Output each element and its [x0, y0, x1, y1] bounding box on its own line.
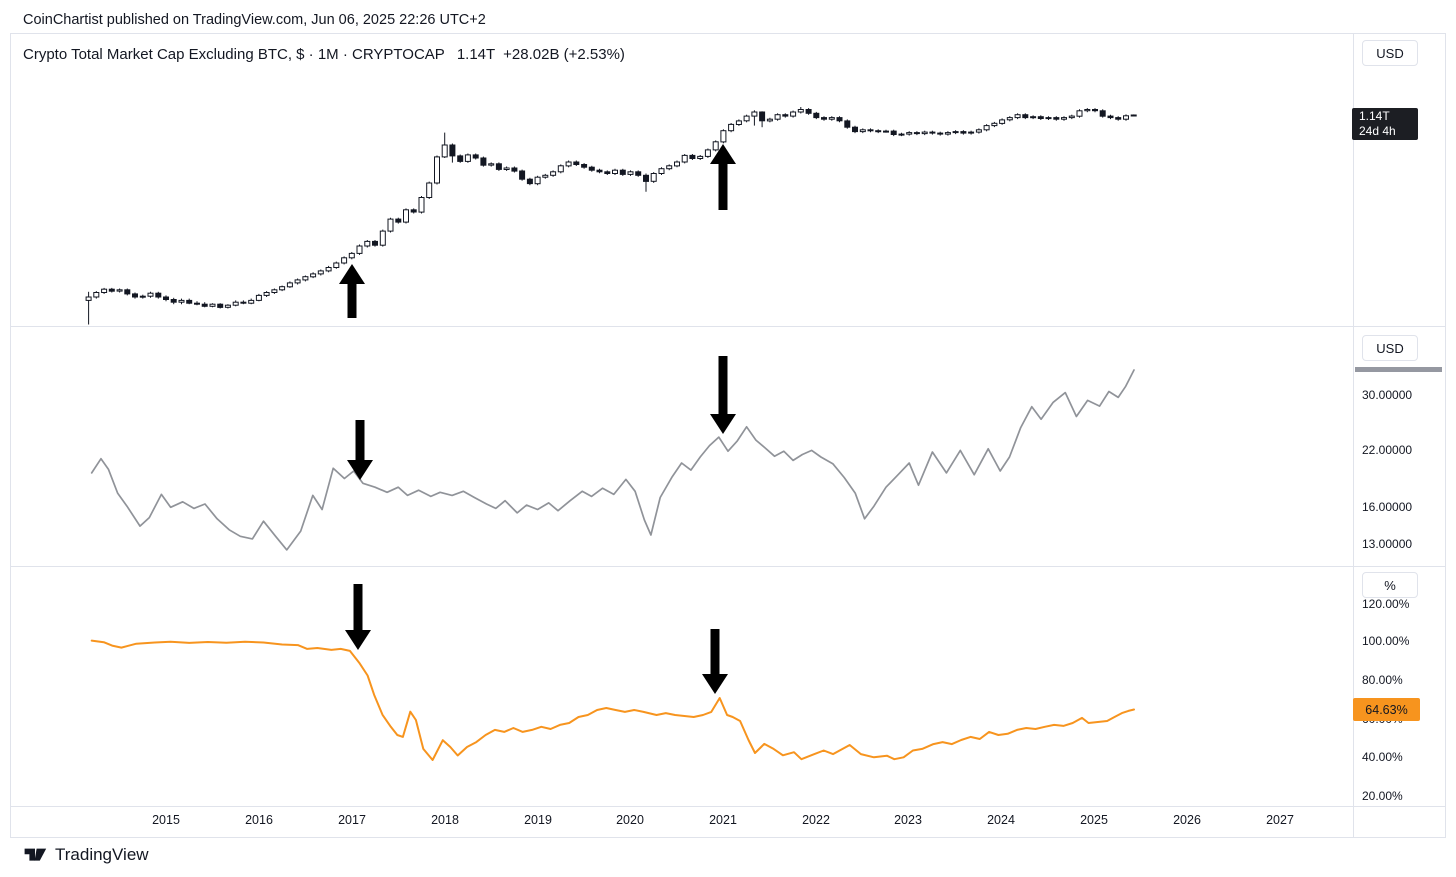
price-tick-label: 13.00000	[1362, 537, 1413, 551]
time-tick-label: 2026	[1173, 813, 1201, 827]
chart-widget	[10, 33, 1446, 838]
tradingview-logo-text: TradingView	[55, 845, 149, 864]
price-scale-separator	[1353, 33, 1354, 838]
symbol-title[interactable]: Crypto Total Market Cap Excluding BTC, $…	[23, 46, 445, 63]
tradingview-logo-link[interactable]: TradingView	[23, 844, 149, 866]
pane3-unit-label: %	[1384, 577, 1396, 593]
price-tick-label: 16.00000	[1362, 500, 1413, 514]
arrow-annotations	[339, 144, 736, 694]
price-tick-label: 40.00%	[1362, 750, 1403, 764]
time-tick-label: 2016	[245, 813, 273, 827]
pane-resize-handle[interactable]	[1355, 367, 1442, 372]
pane-gray-indicator[interactable]	[11, 328, 1353, 565]
pane-percent-indicator[interactable]	[11, 568, 1353, 805]
value-badge-text: 64.63%	[1365, 702, 1408, 717]
arrow-down	[345, 584, 371, 650]
tradingview-logo-icon	[24, 848, 47, 861]
pane-separator-2[interactable]	[10, 566, 1446, 567]
publish-header-text: CoinChartist published on TradingView.co…	[23, 12, 486, 28]
time-tick-label: 2018	[431, 813, 459, 827]
pane3-unit-button[interactable]: %	[1362, 572, 1418, 598]
last-price-value: 1.14T	[456, 46, 496, 63]
gray-line-series	[90, 369, 1135, 551]
price-change-value: +28.02B (+2.53%)	[503, 46, 625, 63]
price-badge-countdown: 24d 4h	[1359, 124, 1396, 138]
arrow-up	[710, 144, 736, 210]
time-tick-label: 2021	[709, 813, 737, 827]
time-tick-label: 2019	[524, 813, 552, 827]
time-tick-label: 2022	[802, 813, 830, 827]
pane-candlesticks[interactable]	[11, 34, 1353, 326]
price-badge-value: 1.14T	[1359, 109, 1390, 123]
time-tick-label: 2020	[616, 813, 644, 827]
time-tick-label: 2027	[1266, 813, 1294, 827]
arrow-up	[339, 264, 365, 318]
price-tick-label: 80.00%	[1362, 673, 1403, 687]
last-price-badge: 1.14T 24d 4h	[1352, 108, 1418, 140]
pane1-unit-button[interactable]: USD	[1362, 40, 1418, 66]
price-tick-label: 120.00%	[1362, 597, 1410, 611]
arrow-down	[347, 420, 373, 480]
candlestick-series	[85, 107, 1137, 325]
arrow-down	[710, 356, 736, 434]
time-tick-label: 2015	[152, 813, 180, 827]
time-tick-label: 2017	[338, 813, 366, 827]
time-tick-label: 2023	[894, 813, 922, 827]
pane1-unit-label: USD	[1376, 45, 1404, 61]
arrow-down	[702, 629, 728, 694]
last-value-badge: 64.63%	[1353, 698, 1420, 721]
pane2-unit-button[interactable]: USD	[1362, 335, 1418, 361]
time-axis-separator	[10, 806, 1446, 807]
time-axis[interactable]: 2015 2016 2017 2018 2019 2020 2021 2022 2023 2024…	[10, 807, 1353, 838]
price-tick-label: 20.00%	[1362, 789, 1403, 803]
price-tick-label: 100.00%	[1362, 634, 1410, 648]
pane-legend: Crypto Total Market Cap Excluding BTC, $…	[23, 46, 625, 63]
pane-separator-1[interactable]	[10, 326, 1446, 327]
price-tick-label: 22.00000	[1362, 443, 1413, 457]
time-tick-label: 2024	[987, 813, 1015, 827]
price-tick-label: 30.00000	[1362, 388, 1413, 402]
orange-line-series	[90, 639, 1135, 761]
pane2-unit-label: USD	[1376, 340, 1404, 356]
time-tick-label: 2025	[1080, 813, 1108, 827]
